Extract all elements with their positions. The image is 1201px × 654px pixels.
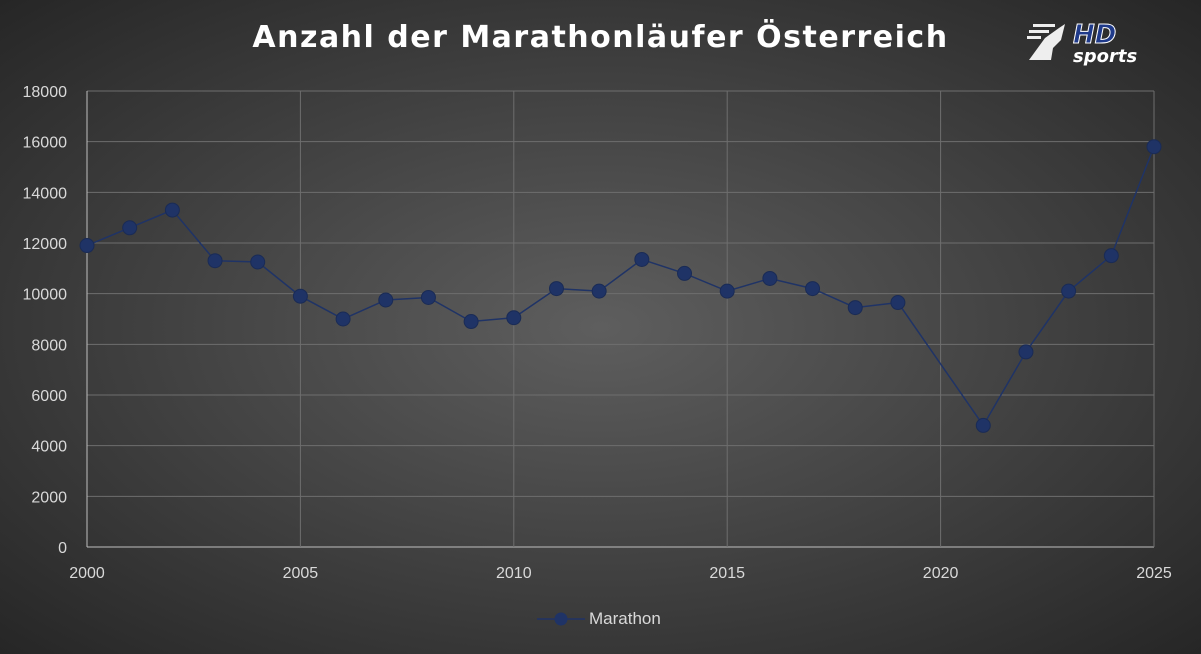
data-point <box>1103 248 1119 264</box>
data-point <box>975 417 991 433</box>
y-tick-label: 2000 <box>31 489 67 506</box>
data-point <box>420 289 436 305</box>
data-point <box>847 300 863 316</box>
y-tick-label: 16000 <box>23 135 68 152</box>
x-tick-label: 2015 <box>709 565 745 582</box>
svg-text:sports: sports <box>1073 46 1137 67</box>
y-tick-label: 8000 <box>31 337 67 354</box>
data-point <box>292 288 308 304</box>
legend-marker <box>537 612 585 626</box>
x-tick-label: 2020 <box>923 565 959 582</box>
data-point <box>890 295 906 311</box>
x-tick-label: 2005 <box>283 565 319 582</box>
data-point <box>79 238 95 254</box>
y-tick-label: 4000 <box>31 439 67 456</box>
y-tick-label: 14000 <box>23 185 68 202</box>
data-point <box>762 270 778 286</box>
chart-title: Anzahl der Marathonläufer Österreich <box>252 20 949 55</box>
data-point <box>591 283 607 299</box>
data-point <box>719 283 735 299</box>
data-point <box>463 314 479 330</box>
series-line <box>86 146 1155 427</box>
y-tick-label: 18000 <box>23 84 68 101</box>
x-tick-label: 2010 <box>496 565 532 582</box>
svg-text:HD: HD <box>1073 20 1116 50</box>
y-tick-label: 6000 <box>31 388 67 405</box>
x-tick-label: 2025 <box>1136 565 1172 582</box>
data-point <box>634 251 650 267</box>
data-point <box>122 220 138 236</box>
hd-sports-logo: HD sports <box>1027 20 1137 67</box>
data-point <box>378 292 394 308</box>
data-point <box>250 254 266 270</box>
data-point <box>805 281 821 297</box>
y-tick-label: 12000 <box>23 236 68 253</box>
legend-label: Marathon <box>589 609 661 628</box>
data-point <box>1061 283 1077 299</box>
data-point <box>677 265 693 281</box>
data-point <box>1146 139 1162 155</box>
data-point <box>506 310 522 326</box>
y-tick-label: 0 <box>58 540 67 557</box>
data-point <box>1018 344 1034 360</box>
x-tick-label: 2000 <box>69 565 105 582</box>
data-point <box>207 253 223 269</box>
data-point <box>164 202 180 218</box>
data-point <box>335 311 351 327</box>
legend: Marathon <box>537 609 661 629</box>
y-tick-label: 10000 <box>23 287 68 304</box>
data-point <box>548 281 564 297</box>
